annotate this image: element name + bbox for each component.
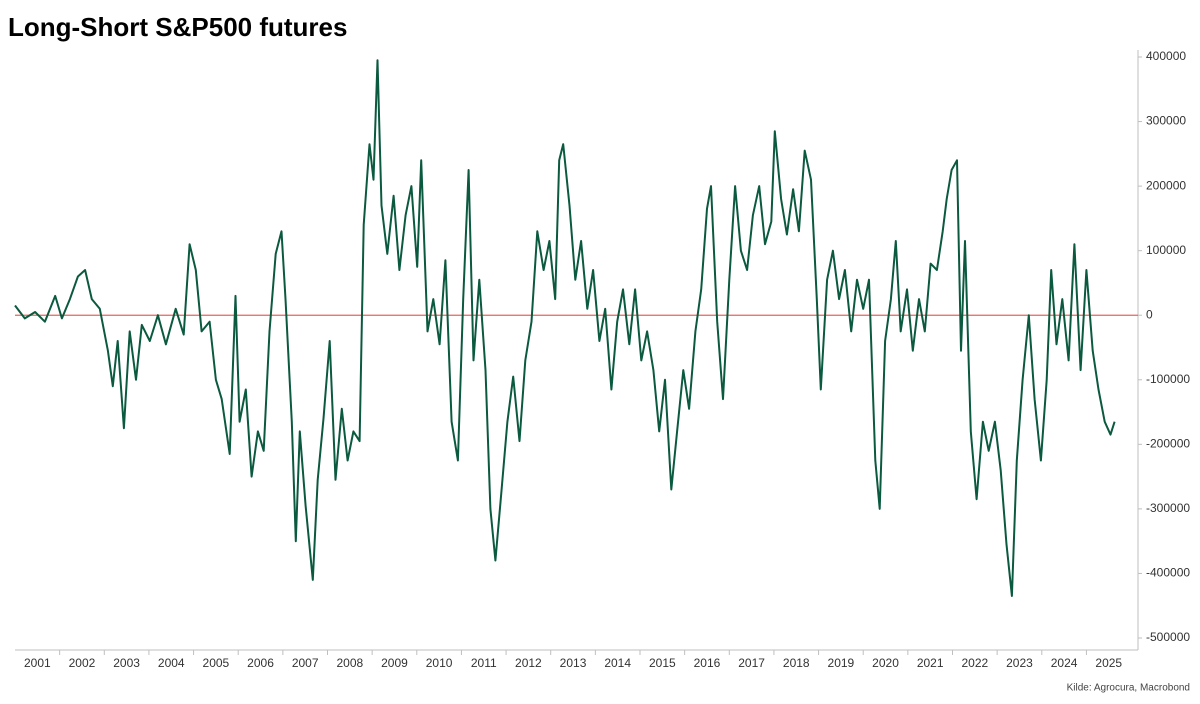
x-tick-label: 2013 <box>560 656 587 670</box>
x-tick-label: 2019 <box>828 656 855 670</box>
y-tick-label: -200000 <box>1146 437 1190 451</box>
x-tick-label: 2014 <box>604 656 631 670</box>
x-tick-label: 2017 <box>738 656 765 670</box>
x-tick-label: 2024 <box>1051 656 1078 670</box>
source-note: Kilde: Agrocura, Macrobond <box>1067 683 1190 694</box>
x-tick-label: 2020 <box>872 656 899 670</box>
x-tick-label: 2011 <box>471 656 497 670</box>
y-tick-label: 400000 <box>1146 49 1186 63</box>
y-tick-label: 300000 <box>1146 114 1186 128</box>
x-tick-label: 2006 <box>247 656 274 670</box>
x-tick-label: 2005 <box>203 656 230 670</box>
x-tick-label: 2018 <box>783 656 810 670</box>
x-tick-label: 2016 <box>694 656 721 670</box>
x-tick-label: 2004 <box>158 656 185 670</box>
x-tick-label: 2021 <box>917 656 944 670</box>
x-tick-label: 2012 <box>515 656 542 670</box>
x-tick-label: 2001 <box>24 656 51 670</box>
y-tick-label: -100000 <box>1146 372 1190 386</box>
x-tick-label: 2025 <box>1095 656 1122 670</box>
x-tick-label: 2009 <box>381 656 408 670</box>
x-tick-label: 2022 <box>961 656 988 670</box>
y-tick-label: 0 <box>1146 307 1153 321</box>
y-tick-label: 200000 <box>1146 178 1186 192</box>
data-line <box>14 59 1116 597</box>
x-tick-label: 2007 <box>292 656 319 670</box>
chart-title: Long-Short S&P500 futures <box>8 12 347 42</box>
x-tick-label: 2010 <box>426 656 453 670</box>
x-tick-label: 2003 <box>113 656 140 670</box>
y-tick-label: -400000 <box>1146 566 1190 580</box>
y-tick-label: 100000 <box>1146 243 1186 257</box>
y-tick-label: -500000 <box>1146 630 1190 644</box>
x-tick-label: 2008 <box>336 656 363 670</box>
x-tick-label: 2023 <box>1006 656 1033 670</box>
x-tick-label: 2002 <box>69 656 96 670</box>
x-tick-label: 2015 <box>649 656 676 670</box>
y-tick-label: -300000 <box>1146 501 1190 515</box>
